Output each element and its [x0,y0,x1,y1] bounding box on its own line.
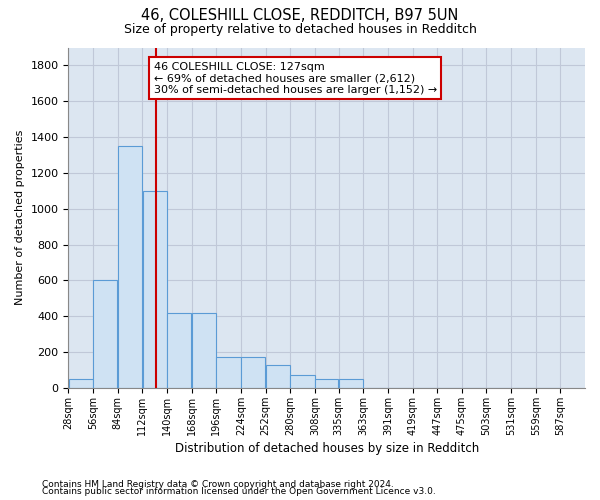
X-axis label: Distribution of detached houses by size in Redditch: Distribution of detached houses by size … [175,442,479,455]
Bar [143,191,167,388]
Bar [339,379,363,388]
Text: Contains HM Land Registry data © Crown copyright and database right 2024.: Contains HM Land Registry data © Crown c… [42,480,394,489]
Bar [266,364,290,388]
Text: Size of property relative to detached houses in Redditch: Size of property relative to detached ho… [124,22,476,36]
Bar [241,356,265,388]
Bar [93,280,118,388]
Bar [315,379,338,388]
Bar [68,379,93,388]
Text: 46 COLESHILL CLOSE: 127sqm
← 69% of detached houses are smaller (2,612)
30% of s: 46 COLESHILL CLOSE: 127sqm ← 69% of deta… [154,62,437,95]
Bar [118,146,142,388]
Bar [217,356,241,388]
Y-axis label: Number of detached properties: Number of detached properties [15,130,25,306]
Bar [167,312,191,388]
Text: Contains public sector information licensed under the Open Government Licence v3: Contains public sector information licen… [42,487,436,496]
Bar [290,376,314,388]
Bar [192,312,216,388]
Text: 46, COLESHILL CLOSE, REDDITCH, B97 5UN: 46, COLESHILL CLOSE, REDDITCH, B97 5UN [142,8,458,22]
